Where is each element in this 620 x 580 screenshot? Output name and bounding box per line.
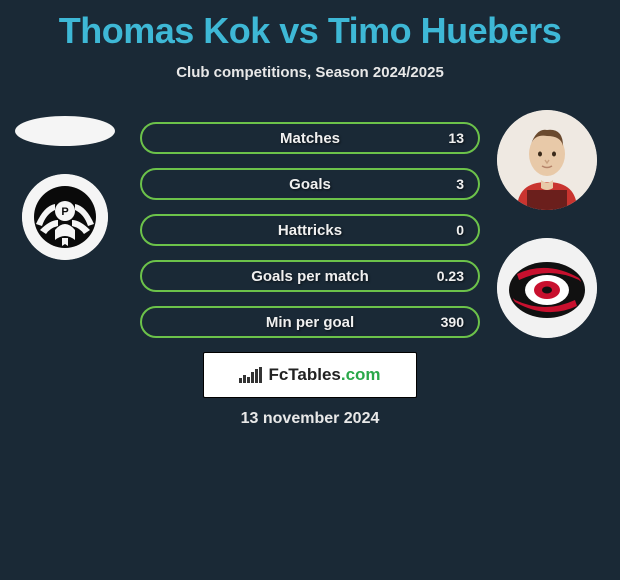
player-photo-right bbox=[497, 110, 597, 210]
page-title: Thomas Kok vs Timo Huebers bbox=[0, 0, 620, 52]
eagle-crest-icon: P bbox=[22, 174, 108, 260]
stat-value: 0.23 bbox=[437, 268, 464, 284]
brand-name: FcTables bbox=[268, 365, 340, 384]
club-badge-left: P bbox=[22, 174, 108, 260]
stat-row-goals: Goals 3 bbox=[140, 168, 480, 200]
subtitle: Club competitions, Season 2024/2025 bbox=[0, 64, 620, 81]
stat-value: 13 bbox=[448, 130, 464, 146]
stat-row-matches: Matches 13 bbox=[140, 122, 480, 154]
stats-list: Matches 13 Goals 3 Hattricks 0 Goals per… bbox=[140, 122, 480, 338]
stat-value: 390 bbox=[441, 314, 464, 330]
player-silhouette-left bbox=[15, 116, 115, 146]
svg-text:P: P bbox=[61, 206, 68, 218]
stat-value: 3 bbox=[456, 176, 464, 192]
date-label: 13 november 2024 bbox=[0, 410, 620, 428]
brand-watermark: FcTables.com bbox=[203, 352, 417, 398]
stat-value: 0 bbox=[456, 222, 464, 238]
brand-text: FcTables.com bbox=[268, 365, 380, 385]
right-column bbox=[492, 110, 602, 338]
stat-label: Min per goal bbox=[266, 314, 354, 331]
stat-label: Goals bbox=[289, 176, 331, 193]
hurricane-crest-icon bbox=[497, 238, 597, 338]
bars-icon bbox=[239, 367, 262, 383]
club-badge-right bbox=[497, 238, 597, 338]
left-column: P bbox=[10, 110, 120, 260]
stat-row-min-per-goal: Min per goal 390 bbox=[140, 306, 480, 338]
stat-label: Matches bbox=[280, 130, 340, 147]
stat-row-goals-per-match: Goals per match 0.23 bbox=[140, 260, 480, 292]
stat-label: Hattricks bbox=[278, 222, 342, 239]
stat-row-hattricks: Hattricks 0 bbox=[140, 214, 480, 246]
stat-label: Goals per match bbox=[251, 268, 369, 285]
brand-suffix: .com bbox=[341, 365, 381, 384]
player-face-icon bbox=[497, 110, 597, 210]
